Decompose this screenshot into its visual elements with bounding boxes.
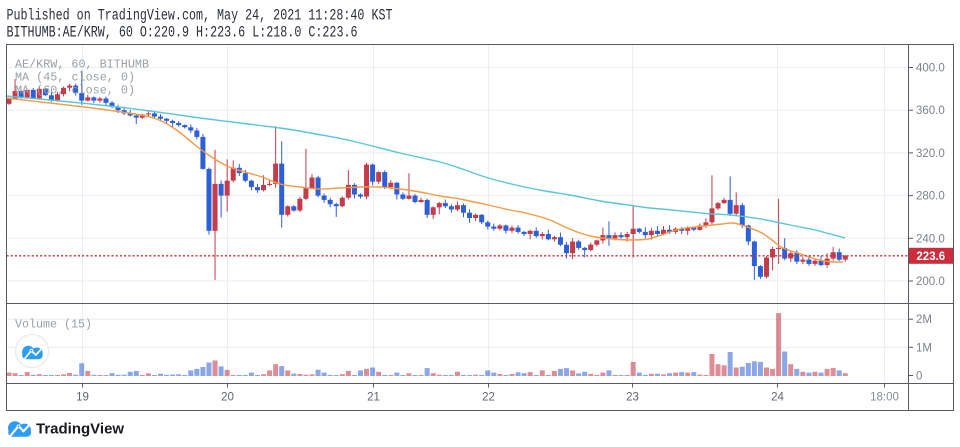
svg-text:19: 19 [76, 392, 89, 404]
svg-text:1M: 1M [916, 342, 932, 354]
svg-text:MA (45, close, 0): MA (45, close, 0) [15, 70, 135, 84]
svg-text:20: 20 [221, 392, 234, 404]
svg-text:24: 24 [771, 392, 784, 404]
svg-text:0: 0 [916, 371, 922, 383]
svg-text:Volume (15): Volume (15) [15, 318, 92, 332]
svg-text:MA (60, close, 0): MA (60, close, 0) [15, 83, 135, 97]
svg-text:400.0: 400.0 [916, 63, 945, 75]
svg-text:200.0: 200.0 [916, 276, 945, 288]
svg-text:21: 21 [367, 392, 380, 404]
svg-text:2M: 2M [916, 314, 932, 326]
svg-text:223.6: 223.6 [916, 251, 945, 263]
svg-text:BITHUMB:AE/KRW, 60 O:220.9 H:2: BITHUMB:AE/KRW, 60 O:220.9 H:223.6 L:218… [7, 24, 358, 42]
svg-text:280.0: 280.0 [916, 191, 945, 203]
svg-text:TradingView: TradingView [36, 421, 124, 438]
svg-text:22: 22 [482, 392, 495, 404]
svg-text:240.0: 240.0 [916, 233, 945, 245]
svg-text:320.0: 320.0 [916, 148, 945, 160]
svg-text:360.0: 360.0 [916, 105, 945, 117]
svg-text:AE/KRW, 60, BITHUMB: AE/KRW, 60, BITHUMB [15, 57, 149, 71]
svg-text:Published on TradingView.com,: Published on TradingView.com, May 24, 20… [7, 7, 393, 25]
svg-text:23: 23 [626, 392, 639, 404]
svg-text:18:00: 18:00 [870, 392, 899, 404]
